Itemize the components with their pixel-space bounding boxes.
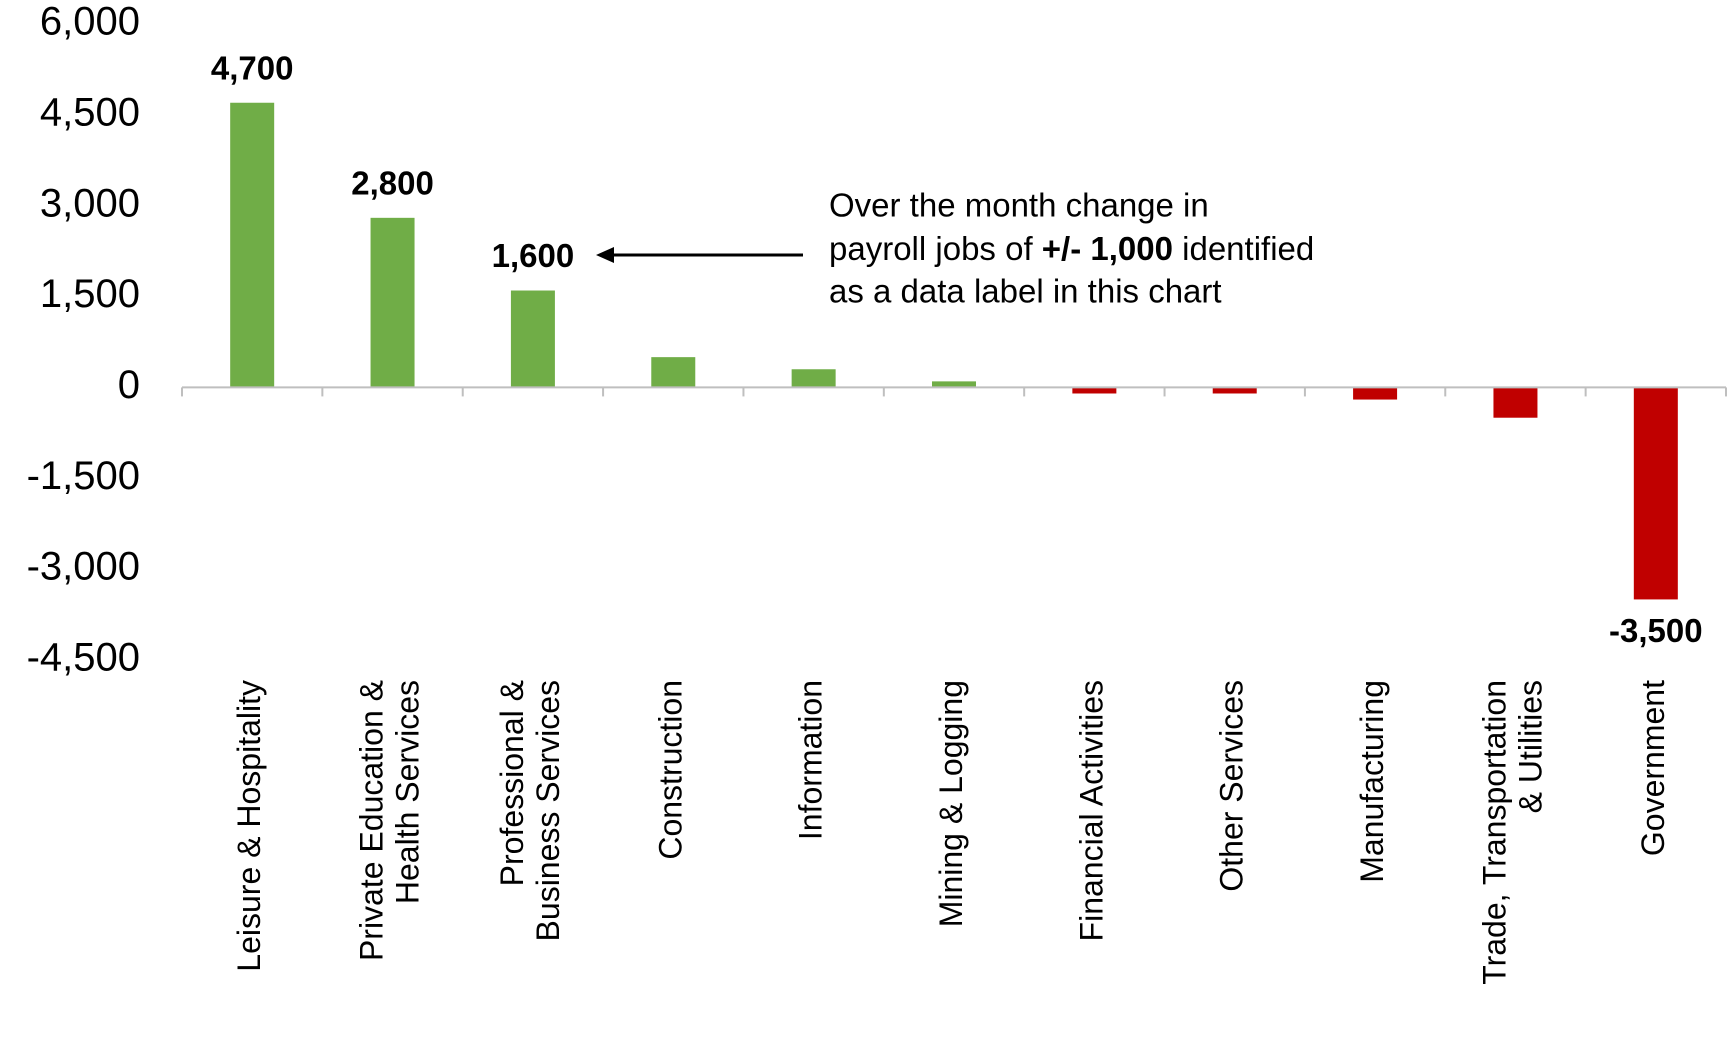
x-tick-label: Government bbox=[1635, 680, 1671, 856]
x-tick-label: Professional &Business Services bbox=[494, 680, 566, 941]
x-tick-label-line: Other Services bbox=[1214, 680, 1250, 892]
annotation-line: Over the month change in bbox=[829, 187, 1209, 224]
bar bbox=[932, 381, 976, 388]
y-tick-label: 0 bbox=[118, 363, 140, 407]
y-tick-label: 1,500 bbox=[40, 272, 140, 316]
x-tick-label-line: Business Services bbox=[530, 680, 566, 941]
x-tick-label-line: Government bbox=[1635, 680, 1671, 856]
data-label: -3,500 bbox=[1609, 612, 1703, 649]
y-tick-label: 4,500 bbox=[40, 90, 140, 134]
data-label: 1,600 bbox=[492, 237, 575, 274]
x-tick-label-line: Mining & Logging bbox=[933, 680, 969, 927]
x-tick-label-line: Leisure & Hospitality bbox=[232, 680, 268, 972]
x-tick-label: Mining & Logging bbox=[933, 680, 969, 927]
bar bbox=[230, 102, 275, 388]
x-tick-label: Leisure & Hospitality bbox=[232, 680, 268, 972]
x-tick-label-line: Private Education & bbox=[354, 680, 390, 961]
x-tick-label: Information bbox=[793, 680, 829, 840]
x-tick-label-line: Trade, Transportation bbox=[1477, 680, 1513, 985]
x-tick-label: Construction bbox=[653, 680, 689, 860]
bar bbox=[791, 369, 836, 388]
x-tick-label: Other Services bbox=[1214, 680, 1250, 892]
y-tick-label: 6,000 bbox=[40, 0, 140, 44]
x-tick-label: Trade, Transportation& Utilities bbox=[1477, 680, 1549, 985]
data-label: 4,700 bbox=[211, 49, 294, 86]
bar bbox=[1072, 387, 1117, 394]
bar bbox=[1212, 387, 1257, 394]
x-tick-label: Financial Activities bbox=[1074, 680, 1110, 941]
x-tick-label-line: Financial Activities bbox=[1074, 680, 1110, 941]
x-tick-label: Manufacturing bbox=[1355, 680, 1391, 883]
bar bbox=[651, 357, 696, 388]
x-tick-label-line: Information bbox=[793, 680, 829, 840]
x-tick-label-line: Professional & bbox=[494, 680, 530, 886]
annotation-line: payroll jobs of +/- 1,000 identified bbox=[829, 230, 1314, 267]
y-tick-label: -1,500 bbox=[27, 454, 140, 498]
annotation-arrowhead bbox=[596, 247, 614, 263]
annotation-text: identified bbox=[1173, 230, 1314, 267]
x-tick-label-line: Health Services bbox=[390, 680, 426, 904]
x-tick-label: Private Education &Health Services bbox=[354, 680, 426, 961]
bar bbox=[1493, 387, 1538, 418]
x-tick-label-line: & Utilities bbox=[1513, 680, 1549, 813]
bar bbox=[1353, 387, 1398, 400]
annotation-text: payroll jobs of bbox=[829, 230, 1042, 267]
x-tick-label-line: Construction bbox=[653, 680, 689, 860]
y-tick-label: -3,000 bbox=[27, 545, 140, 589]
bar bbox=[370, 217, 415, 388]
annotation-emphasis: +/- 1,000 bbox=[1042, 230, 1173, 267]
x-tick-label-line: Manufacturing bbox=[1355, 680, 1391, 883]
bar bbox=[510, 290, 555, 388]
annotation-line: as a data label in this chart bbox=[829, 273, 1222, 310]
bar bbox=[1633, 387, 1678, 600]
y-tick-label: -4,500 bbox=[27, 636, 140, 680]
y-tick-label: 3,000 bbox=[40, 181, 140, 225]
data-label: 2,800 bbox=[351, 165, 434, 202]
